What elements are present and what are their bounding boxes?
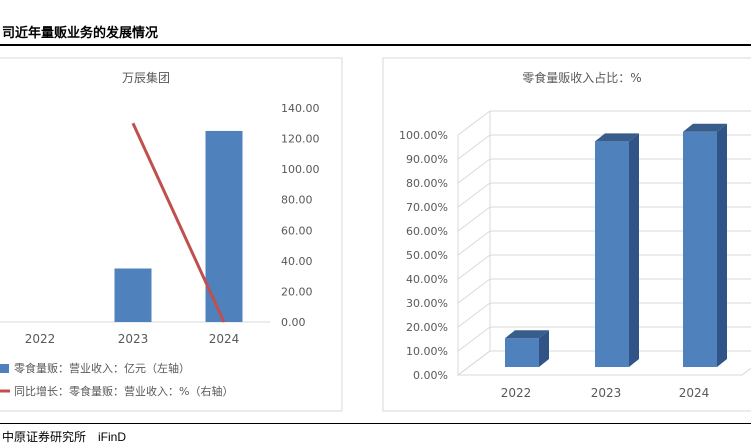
footer-divider — [0, 423, 751, 424]
right-chart-x-tick: 2022 — [501, 386, 532, 400]
left-chart-growth-line — [131, 122, 226, 323]
left-chart-bar — [114, 268, 152, 322]
left-chart-x-tick: 2024 — [209, 332, 240, 346]
left-chart-y-tick: 20.00 — [281, 285, 313, 298]
right-chart-y-tick: 100.00% — [399, 129, 448, 142]
right-chart-side-gridline — [457, 278, 491, 304]
source-brand: iFinD — [98, 430, 127, 444]
right-chart-bar-front — [595, 141, 629, 367]
left-chart-y-tick: 80.00 — [281, 194, 313, 207]
left-chart-y-tick: 100.00 — [281, 163, 320, 176]
right-chart-title: 零食量贩收入占比：% — [522, 70, 641, 85]
legend-label-line: 同比增长：零食量贩：营业收入：%（右轴） — [14, 384, 233, 398]
right-chart-side-gridline — [457, 206, 491, 232]
left-chart-y-tick: 60.00 — [281, 224, 313, 237]
page-title: 司近年量贩业务的发展情况 — [2, 26, 159, 41]
right-chart-side-gridline — [457, 326, 491, 352]
left-chart-y-tick: 120.00 — [281, 133, 320, 146]
right-chart-y-tick: 60.00% — [406, 225, 448, 238]
right-chart-y-tick: 40.00% — [406, 273, 448, 286]
right-chart-y-tick: 0.00% — [413, 369, 448, 382]
left-chart-y-tick: 40.00 — [281, 255, 313, 268]
right-chart-y-tick: 50.00% — [406, 249, 448, 262]
right-chart-bar-top — [595, 133, 639, 142]
right-chart-side-gridline — [457, 134, 491, 160]
right-chart-side-gridline — [457, 302, 491, 328]
right-chart-x-tick: 2023 — [591, 386, 622, 400]
source-label: 中原证券研究所 — [2, 430, 87, 444]
left-chart-frame — [0, 57, 343, 412]
left-chart-x-tick: 2023 — [118, 332, 149, 346]
right-chart-y-tick: 80.00% — [406, 177, 448, 190]
right-chart-side-gridline — [457, 110, 491, 136]
right-chart-y-tick: 10.00% — [406, 345, 448, 358]
right-chart-bar-side — [539, 330, 549, 367]
right-chart-floor — [456, 350, 751, 376]
right-chart-bar-front — [683, 131, 717, 367]
left-chart-y-tick: 0.00 — [281, 316, 306, 329]
right-chart-side-gridline — [457, 254, 491, 280]
right-chart-bar-side — [717, 123, 727, 367]
legend-swatch-bar — [0, 364, 9, 373]
right-chart-bar-side — [629, 133, 639, 367]
right-chart-bar-top — [683, 123, 727, 132]
right-chart-y-tick: 70.00% — [406, 201, 448, 214]
right-chart-x-tick: 2024 — [679, 386, 710, 400]
title-divider — [0, 44, 751, 46]
right-chart-side-gridline — [457, 158, 491, 184]
left-chart-y-tick: 140.00 — [281, 102, 320, 115]
right-chart-bar-front — [505, 338, 539, 367]
source-note: 中原证券研究所 iFinD — [2, 428, 126, 445]
left-chart-bar — [205, 130, 243, 322]
legend-label-bar: 零食量贩：营业收入：亿元（左轴） — [14, 361, 190, 375]
right-chart-y-tick: 90.00% — [406, 153, 448, 166]
right-chart-side-gridline — [457, 182, 491, 208]
left-chart-x-tick: 2022 — [25, 332, 56, 346]
right-chart-y-tick: 30.00% — [406, 297, 448, 310]
right-chart-side-gridline — [457, 230, 491, 256]
right-chart-y-tick: 20.00% — [406, 321, 448, 334]
left-chart-title: 万辰集团 — [122, 70, 170, 85]
right-chart-bar-top — [505, 330, 549, 339]
